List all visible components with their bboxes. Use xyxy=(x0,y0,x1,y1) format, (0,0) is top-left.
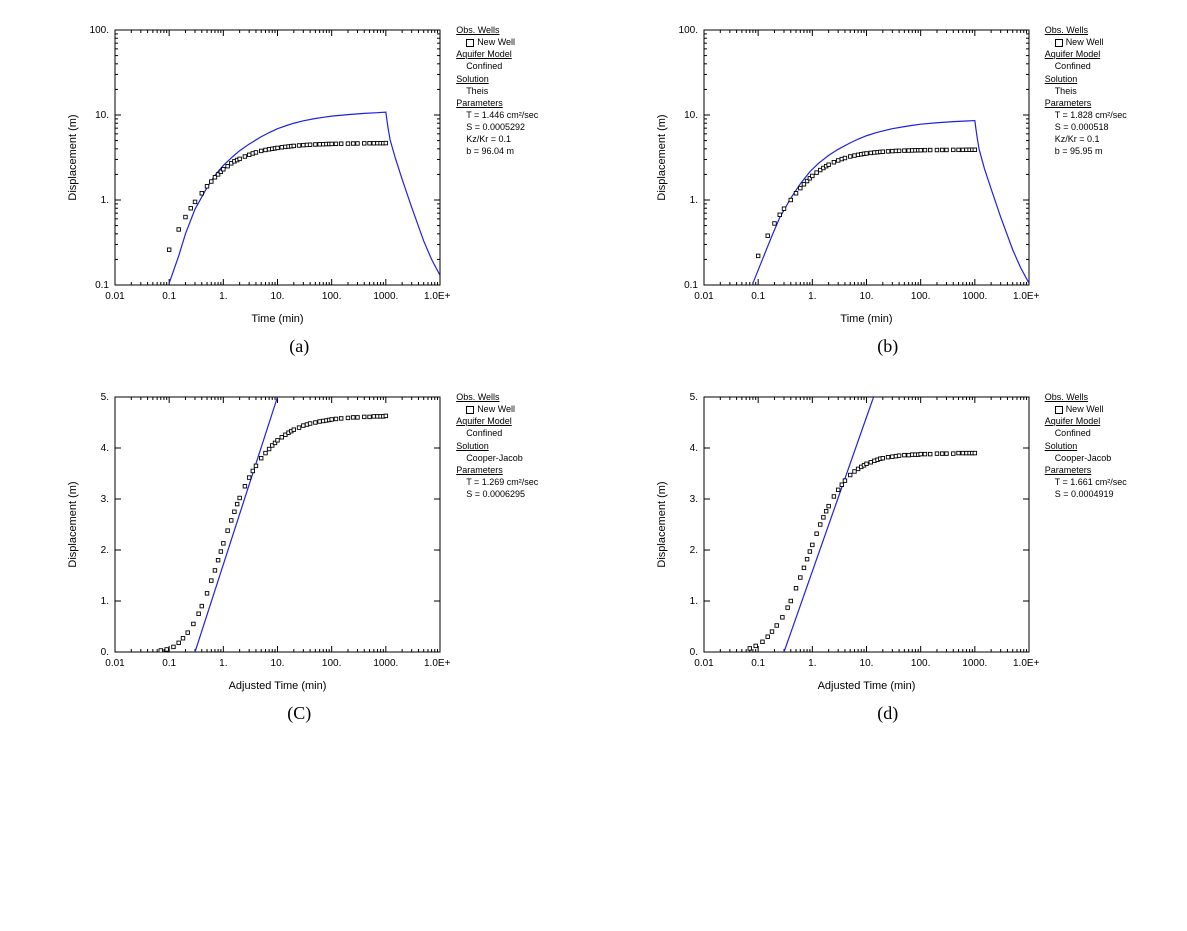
svg-text:2.: 2. xyxy=(101,545,109,556)
caption-b: (b) xyxy=(877,336,898,357)
svg-text:4.: 4. xyxy=(101,443,109,454)
svg-text:0.1: 0.1 xyxy=(751,658,765,669)
svg-text:1.: 1. xyxy=(101,596,109,607)
plot-b: 0.010.11.10.100.1000.1.0E+40.11.10.100.T… xyxy=(649,20,1039,330)
caption-d: (d) xyxy=(877,703,898,724)
svg-text:0.01: 0.01 xyxy=(694,658,714,669)
svg-text:1.: 1. xyxy=(101,195,109,206)
svg-text:Displacement (m): Displacement (m) xyxy=(656,114,668,200)
svg-text:Time (min): Time (min) xyxy=(252,313,304,325)
plot-c: 0.01 0.1 1. 10. 100. 1000. 1.0E+4 0. 1. 2. 3. 4. 5. A… xyxy=(60,387,450,697)
svg-text:100.: 100. xyxy=(90,25,109,36)
svg-text:1.0E+4: 1.0E+4 xyxy=(424,658,450,669)
svg-text:1.0E+4: 1.0E+4 xyxy=(1013,291,1039,302)
svg-text:Adjusted Time (min): Adjusted Time (min) xyxy=(817,680,915,692)
panel-a: 0.010.11.10.100.1000.1.0E+40.11.10.100.T… xyxy=(20,20,579,357)
svg-text:3.: 3. xyxy=(689,494,697,505)
svg-text:1.0E+4: 1.0E+4 xyxy=(1013,658,1039,669)
svg-text:Displacement (m): Displacement (m) xyxy=(656,481,668,567)
svg-text:0.01: 0.01 xyxy=(105,291,125,302)
svg-text:1.: 1. xyxy=(689,195,697,206)
svg-text:0.01: 0.01 xyxy=(694,291,714,302)
svg-text:0.1: 0.1 xyxy=(162,291,176,302)
svg-text:100.: 100. xyxy=(911,658,930,669)
caption-a: (a) xyxy=(289,336,309,357)
svg-text:100.: 100. xyxy=(322,658,341,669)
svg-text:Time (min): Time (min) xyxy=(840,313,892,325)
svg-text:1.: 1. xyxy=(808,291,816,302)
plot-a: 0.010.11.10.100.1000.1.0E+40.11.10.100.T… xyxy=(60,20,450,330)
svg-text:5.: 5. xyxy=(689,392,697,403)
svg-text:1.0E+4: 1.0E+4 xyxy=(424,291,450,302)
svg-text:1000.: 1000. xyxy=(962,658,987,669)
svg-text:2.: 2. xyxy=(689,545,697,556)
svg-text:10.: 10. xyxy=(95,110,109,121)
svg-text:10.: 10. xyxy=(859,291,873,302)
panel-d: 0.01 0.1 1. 10. 100. 1000. 1.0E+4 0. 1. 2. 3. 4. 5. A… xyxy=(609,387,1168,724)
panel-b: 0.010.11.10.100.1000.1.0E+40.11.10.100.T… xyxy=(609,20,1168,357)
svg-text:1000.: 1000. xyxy=(374,658,399,669)
svg-text:10.: 10. xyxy=(684,110,698,121)
svg-text:100.: 100. xyxy=(911,291,930,302)
svg-text:0.1: 0.1 xyxy=(684,280,698,291)
legend-a: Obs. WellsNew WellAquifer ModelConfinedS… xyxy=(456,24,538,158)
svg-text:10.: 10. xyxy=(859,658,873,669)
chart-grid: 0.010.11.10.100.1000.1.0E+40.11.10.100.T… xyxy=(20,20,1167,724)
caption-c: (C) xyxy=(287,703,311,724)
svg-text:100.: 100. xyxy=(322,291,341,302)
legend-b: Obs. WellsNew WellAquifer ModelConfinedS… xyxy=(1045,24,1127,158)
plot-d: 0.01 0.1 1. 10. 100. 1000. 1.0E+4 0. 1. 2. 3. 4. 5. A… xyxy=(649,387,1039,697)
svg-text:1.: 1. xyxy=(808,658,816,669)
svg-text:5.: 5. xyxy=(101,392,109,403)
svg-text:0.1: 0.1 xyxy=(95,280,109,291)
svg-text:0.1: 0.1 xyxy=(751,291,765,302)
svg-text:1.: 1. xyxy=(689,596,697,607)
panel-c: 0.01 0.1 1. 10. 100. 1000. 1.0E+4 0. 1. 2. 3. 4. 5. A… xyxy=(20,387,579,724)
svg-text:1000.: 1000. xyxy=(962,291,987,302)
svg-text:4.: 4. xyxy=(689,443,697,454)
svg-text:3.: 3. xyxy=(101,494,109,505)
svg-text:1.: 1. xyxy=(219,291,227,302)
legend-d: Obs. WellsNew WellAquifer ModelConfinedS… xyxy=(1045,391,1127,500)
svg-text:0.01: 0.01 xyxy=(105,658,125,669)
svg-text:10.: 10. xyxy=(271,658,285,669)
svg-text:100.: 100. xyxy=(678,25,697,36)
svg-text:0.: 0. xyxy=(101,647,109,658)
legend-c: Obs. WellsNew WellAquifer ModelConfinedS… xyxy=(456,391,538,500)
svg-text:1.: 1. xyxy=(219,658,227,669)
svg-text:1000.: 1000. xyxy=(374,291,399,302)
svg-text:0.1: 0.1 xyxy=(162,658,176,669)
svg-text:Adjusted Time (min): Adjusted Time (min) xyxy=(229,680,327,692)
svg-text:Displacement (m): Displacement (m) xyxy=(67,114,79,200)
svg-text:0.: 0. xyxy=(689,647,697,658)
svg-text:10.: 10. xyxy=(271,291,285,302)
svg-text:Displacement (m): Displacement (m) xyxy=(67,481,79,567)
